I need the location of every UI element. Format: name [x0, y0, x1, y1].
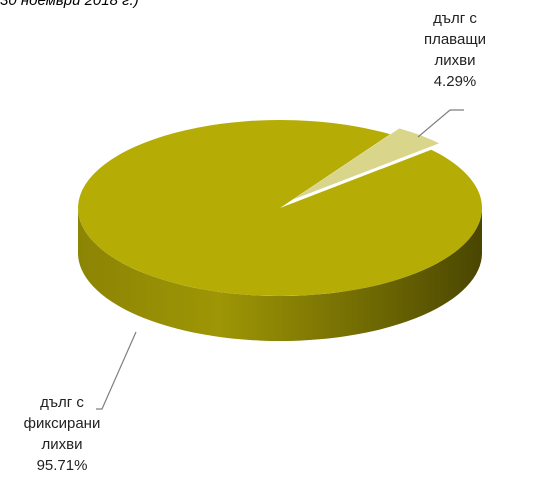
leader-line-fixed — [96, 331, 137, 410]
slice-label-floating-line-3: лихви — [434, 52, 476, 69]
chart-title-fragment: 30 ноември 2018 г.) — [0, 0, 139, 9]
slice-label-floating-line-2: плаващи — [423, 31, 487, 48]
slice-label-fixed-line-3: лихви — [41, 436, 83, 453]
slice-label-fixed-line-2: фиксирани — [23, 415, 101, 432]
slice-value-fixed: 95.71% — [36, 457, 88, 474]
pie-side-1 — [78, 208, 482, 341]
pie-top-faces — [77, 119, 482, 296]
slice-label-floating-line-1: дълг с — [433, 10, 477, 27]
pie-side-walls — [78, 208, 482, 341]
slice-label-fixed-line-1: дълг с — [40, 394, 84, 411]
slice-label-fixed: дълг с фиксирани лихви 95.71% — [7, 392, 117, 476]
slice-label-floating: дълг с плаващи лихви 4.29% — [405, 8, 505, 92]
leader-line-floating — [417, 109, 464, 138]
pie-slice-1 — [77, 119, 482, 296]
leader-lines — [96, 109, 464, 410]
slice-value-floating: 4.29% — [433, 73, 477, 90]
